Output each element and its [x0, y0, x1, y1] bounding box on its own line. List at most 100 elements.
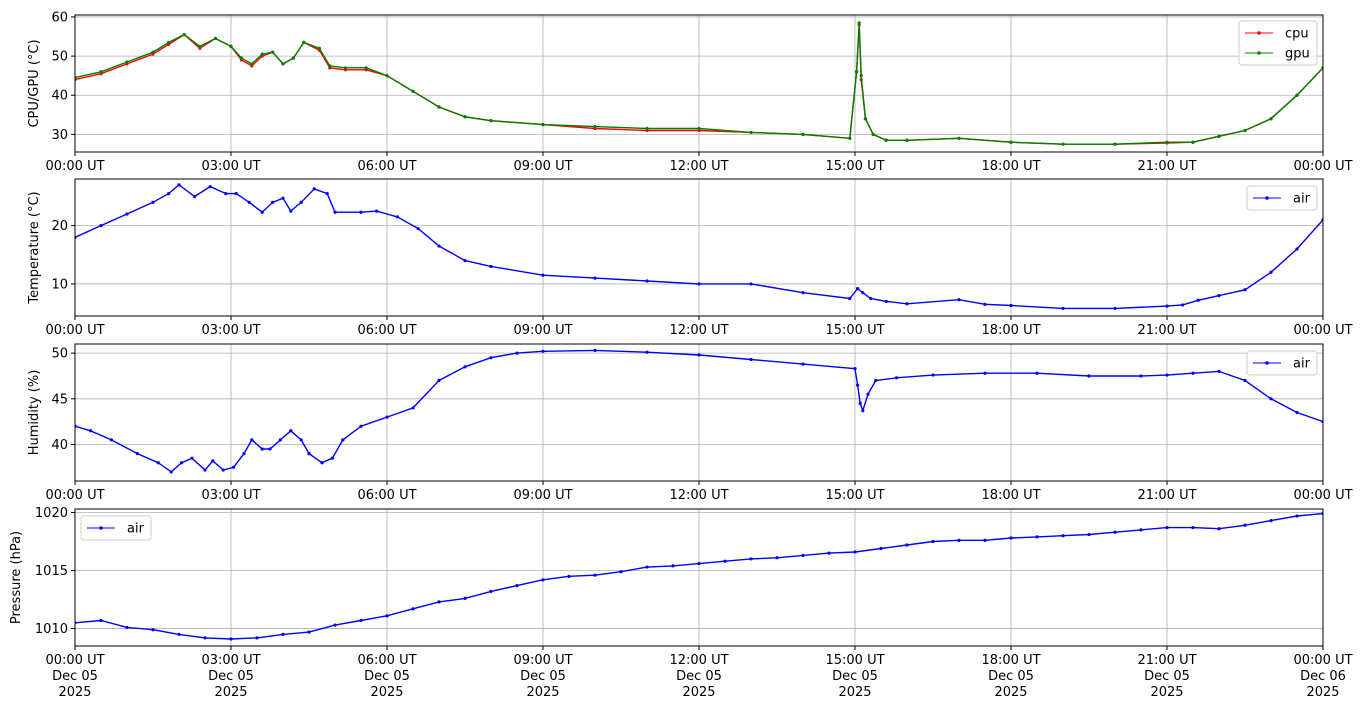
- data-point-air: [567, 574, 571, 578]
- data-point-air: [1217, 527, 1221, 531]
- data-point-air: [856, 383, 860, 387]
- x-tick-label: 09:00 UT Dec 05 2025: [513, 653, 572, 700]
- data-point-air: [151, 200, 155, 204]
- data-point-air: [1165, 304, 1169, 308]
- data-point-air: [1087, 374, 1091, 378]
- data-point-gpu: [385, 74, 389, 78]
- x-tick-label: 06:00 UT: [357, 488, 416, 503]
- legend: air: [80, 515, 152, 541]
- data-point-air: [1139, 374, 1143, 378]
- data-point-air: [271, 200, 275, 204]
- data-point-gpu: [857, 21, 861, 25]
- legend-label-air: air: [127, 522, 145, 537]
- x-tick-label: 18:00 UT Dec 05 2025: [981, 653, 1040, 700]
- data-point-air: [489, 264, 493, 269]
- data-point-air: [211, 459, 215, 463]
- data-point-air: [99, 618, 103, 623]
- data-point-gpu: [1165, 140, 1169, 144]
- data-point-air: [208, 184, 212, 189]
- legend: air: [1246, 185, 1318, 211]
- data-point-air: [333, 623, 337, 627]
- data-point-air: [109, 438, 113, 442]
- data-point-air: [1035, 535, 1039, 539]
- data-point-air: [645, 279, 649, 283]
- y-tick-label: 60: [51, 10, 68, 25]
- legend-box: [80, 515, 152, 541]
- data-point-air: [1087, 532, 1091, 537]
- data-point-gpu: [1243, 128, 1247, 133]
- data-point-air: [856, 287, 860, 291]
- x-tick-label: 00:00 UT: [45, 488, 104, 503]
- data-point-air: [278, 438, 282, 442]
- data-point-gpu: [239, 56, 243, 60]
- data-point-air: [167, 191, 171, 196]
- x-tick-label: 21:00 UT Dec 05 2025: [1137, 653, 1196, 700]
- data-point-air: [1243, 523, 1247, 527]
- x-tick-label: 00:00 UT Dec 05 2025: [45, 653, 104, 700]
- data-point-air: [619, 570, 623, 574]
- data-point-gpu: [1113, 142, 1117, 146]
- y-tick-label: 50: [51, 347, 68, 362]
- data-point-air: [260, 447, 264, 451]
- x-tick-label: 09:00 UT: [513, 488, 572, 503]
- data-point-gpu: [541, 123, 545, 127]
- data-point-gpu: [302, 40, 306, 45]
- data-point-gpu: [1061, 142, 1065, 146]
- data-point-air: [437, 244, 441, 248]
- y-axis-label: Temperature (°C): [27, 191, 42, 304]
- data-point-air: [749, 557, 753, 561]
- data-point-gpu: [125, 60, 129, 64]
- data-point-air: [385, 415, 389, 419]
- data-point-air: [260, 210, 264, 214]
- data-point-air: [957, 298, 961, 302]
- data-point-gpu: [905, 138, 909, 142]
- y-tick-label: 50: [51, 50, 68, 65]
- data-point-air: [749, 282, 753, 286]
- data-point-air: [463, 259, 467, 263]
- data-point-air: [853, 367, 857, 371]
- data-point-gpu: [167, 40, 171, 45]
- data-point-gpu: [317, 46, 321, 50]
- data-point-air: [489, 356, 493, 360]
- y-axis-label: Humidity (%): [27, 370, 42, 456]
- subplot-1: 30 40 50 60 00:00 UT 03:00 UT 06:00 UT 09:00 UT…: [27, 10, 1353, 174]
- legend-marker-gpu: [1257, 51, 1261, 55]
- data-point-air: [895, 376, 899, 380]
- data-point-air: [395, 215, 399, 219]
- x-tick-label: 06:00 UT: [357, 323, 416, 338]
- x-tick-label: 03:00 UT: [201, 323, 260, 338]
- data-point-air: [874, 378, 878, 383]
- data-point-air: [1196, 298, 1200, 302]
- y-tick-label: 40: [51, 89, 68, 104]
- data-point-gpu: [697, 126, 701, 131]
- data-point-gpu: [271, 50, 275, 54]
- subplot-2: 10 20 00:00 UT 03:00 UT 06:00 UT 09:00 UT 12:0…: [27, 178, 1353, 338]
- y-tick-label: 45: [51, 392, 68, 407]
- x-tick-label: 06:00 UT Dec 05 2025: [357, 653, 416, 700]
- data-point-gpu: [854, 70, 859, 74]
- x-tick-label: 00:00 UT: [1293, 488, 1352, 503]
- series-line-gpu: [75, 22, 1323, 145]
- x-tick-label: 00:00 UT Dec 06 2025: [1293, 653, 1352, 700]
- data-point-air: [232, 465, 236, 469]
- data-point-air: [125, 212, 129, 216]
- data-point-air: [99, 224, 103, 228]
- data-point-air: [255, 636, 259, 640]
- x-tick-label: 18:00 UT: [981, 323, 1040, 338]
- data-point-gpu: [198, 44, 202, 48]
- legend: cpu gpu: [1238, 20, 1318, 66]
- data-point-air: [221, 468, 225, 472]
- data-point-air: [905, 302, 909, 306]
- data-point-air: [801, 553, 805, 558]
- data-point-air: [193, 194, 197, 199]
- data-point-air: [1181, 303, 1185, 307]
- data-point-air: [869, 296, 873, 301]
- data-point-air: [268, 447, 272, 451]
- data-point-air: [1165, 525, 1169, 530]
- data-point-gpu: [328, 64, 332, 68]
- data-point-gpu: [871, 132, 875, 136]
- data-point-air: [1061, 306, 1065, 311]
- data-point-air: [775, 556, 779, 560]
- data-point-air: [299, 200, 303, 204]
- data-point-gpu: [593, 124, 597, 129]
